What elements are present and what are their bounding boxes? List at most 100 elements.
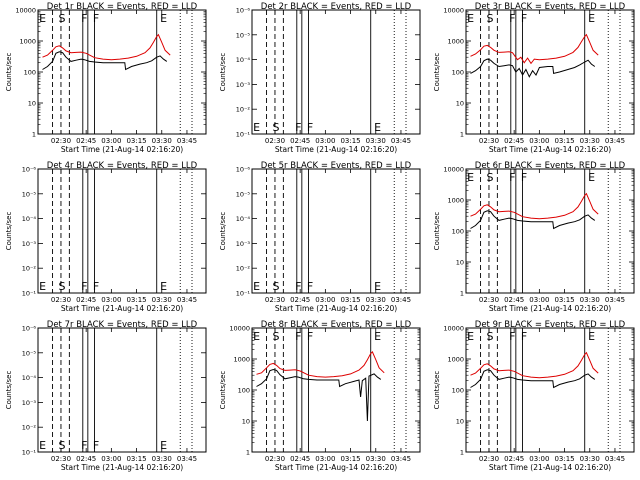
- x-tick-label: 03:30: [152, 455, 172, 463]
- marker-letter: E: [160, 439, 167, 452]
- x-tick-label: 02:30: [479, 296, 499, 304]
- y-tick-label: 10⁻³: [236, 81, 251, 89]
- x-tick-label: 02:45: [76, 296, 96, 304]
- y-tick-label: 10000: [229, 325, 250, 333]
- y-tick-label: 10: [456, 418, 464, 426]
- x-tick-label: 02:45: [290, 296, 310, 304]
- y-tick-label: 10⁻³: [236, 240, 251, 248]
- y-tick-label: 10⁻⁵: [236, 31, 251, 39]
- x-tick-label: 03:30: [152, 137, 172, 145]
- marker-letter: S: [486, 330, 493, 343]
- y-tick-label: 10000: [443, 7, 464, 15]
- marker-letter: E: [160, 280, 167, 293]
- x-axis-label: Start Time (21-Aug-14 02:16:20): [275, 145, 397, 154]
- x-tick-label: 02:30: [51, 455, 71, 463]
- marker-letter: F: [307, 280, 313, 293]
- marker-letter: E: [467, 171, 474, 184]
- panel-2: Det 2r BLACK = Events, RED = LLD Counts/s…: [219, 2, 421, 154]
- events-series-line: [470, 58, 596, 78]
- y-tick-label: 10⁻³: [22, 399, 37, 407]
- panel-9: Det 9r BLACK = Events, RED = LLD Counts/s…: [433, 320, 635, 472]
- x-axis-label: Start Time (21-Aug-14 02:16:20): [489, 304, 611, 313]
- x-axis-label: Start Time (21-Aug-14 02:16:20): [61, 463, 183, 472]
- y-tick-label: 100: [238, 387, 250, 395]
- x-axis-label: Start Time (21-Aug-14 02:16:20): [275, 304, 397, 313]
- x-tick-label: 03:15: [554, 137, 574, 145]
- panel-title: Det 2r BLACK = Events, RED = LLD: [261, 2, 412, 12]
- y-tick-label: 100: [452, 387, 464, 395]
- y-tick-label: 10000: [15, 7, 36, 15]
- marker-letter: E: [467, 12, 474, 25]
- y-tick-label: 1000: [19, 38, 36, 46]
- x-tick-label: 03:15: [126, 455, 146, 463]
- y-tick-label: 10000: [443, 166, 464, 174]
- x-tick-label: 02:30: [51, 296, 71, 304]
- y-axis-label: Counts/sec: [5, 212, 13, 251]
- marker-letter: S: [272, 330, 279, 343]
- marker-letter: F: [521, 12, 527, 25]
- y-tick-label: 1: [246, 449, 250, 457]
- lld-series-line: [470, 192, 599, 220]
- plot-frame: [37, 9, 207, 135]
- x-tick-label: 03:45: [391, 137, 411, 145]
- marker-letter: F: [509, 12, 515, 25]
- y-tick-label: 10⁻⁴: [22, 215, 37, 223]
- y-axis-label: Counts/sec: [433, 53, 441, 92]
- panel-title: Det 3r BLACK = Events, RED = LLD: [475, 2, 626, 12]
- events-series-line: [470, 369, 596, 389]
- marker-letter: E: [253, 330, 260, 343]
- y-tick-label: 10: [456, 259, 464, 267]
- panel-title: Det 5r BLACK = Events, RED = LLD: [261, 161, 412, 171]
- marker-letter: F: [81, 439, 87, 452]
- y-tick-label: 100: [24, 69, 36, 77]
- y-tick-label: 10⁻⁶: [236, 7, 251, 15]
- x-tick-label: 03:15: [340, 455, 360, 463]
- x-axis-label: Start Time (21-Aug-14 02:16:20): [61, 304, 183, 313]
- y-tick-label: 10⁻⁶: [22, 325, 37, 333]
- marker-letter: E: [253, 280, 260, 293]
- x-tick-label: 03:45: [177, 455, 197, 463]
- x-tick-label: 03:30: [580, 296, 600, 304]
- x-tick-label: 02:45: [504, 296, 524, 304]
- x-tick-label: 02:45: [76, 455, 96, 463]
- y-axis-label: Counts/sec: [433, 212, 441, 251]
- x-tick-label: 03:45: [177, 296, 197, 304]
- x-tick-label: 02:45: [290, 137, 310, 145]
- marker-letter: E: [374, 280, 381, 293]
- y-tick-label: 10: [28, 100, 36, 108]
- x-tick-label: 03:30: [580, 137, 600, 145]
- lld-series-line: [470, 351, 599, 379]
- plot-frame: [251, 168, 421, 294]
- marker-letter: F: [295, 121, 301, 134]
- plot-frame: [465, 9, 635, 135]
- y-tick-label: 10⁻⁴: [236, 56, 251, 64]
- panel-title: Det 6r BLACK = Events, RED = LLD: [475, 161, 626, 171]
- panel-title: Det 8r BLACK = Events, RED = LLD: [261, 320, 412, 330]
- x-tick-label: 02:30: [265, 137, 285, 145]
- y-tick-label: 10: [242, 418, 250, 426]
- x-tick-label: 03:45: [177, 137, 197, 145]
- marker-letter: S: [486, 12, 493, 25]
- x-tick-label: 02:45: [290, 455, 310, 463]
- y-tick-label: 10⁻⁴: [236, 215, 251, 223]
- y-tick-label: 10⁻²: [22, 424, 37, 432]
- panel-title: Det 1r BLACK = Events, RED = LLD: [47, 2, 198, 12]
- y-tick-label: 1000: [447, 197, 464, 205]
- y-tick-label: 10⁻⁶: [236, 166, 251, 174]
- x-tick-label: 03:00: [529, 296, 549, 304]
- marker-letter: E: [374, 330, 381, 343]
- marker-letter: F: [295, 280, 301, 293]
- x-tick-label: 02:45: [504, 137, 524, 145]
- lld-series-line: [42, 33, 171, 61]
- plot-frame: [465, 327, 635, 453]
- marker-letter: F: [521, 330, 527, 343]
- marker-letter: E: [39, 280, 46, 293]
- y-tick-label: 10⁻¹: [22, 290, 37, 298]
- marker-letter: E: [588, 171, 595, 184]
- x-axis-label: Start Time (21-Aug-14 02:16:20): [61, 145, 183, 154]
- marker-letter: S: [272, 280, 279, 293]
- y-axis-label: Counts/sec: [219, 53, 227, 92]
- marker-letter: S: [58, 12, 65, 25]
- lld-series-line: [470, 33, 599, 65]
- marker-letter: S: [272, 121, 279, 134]
